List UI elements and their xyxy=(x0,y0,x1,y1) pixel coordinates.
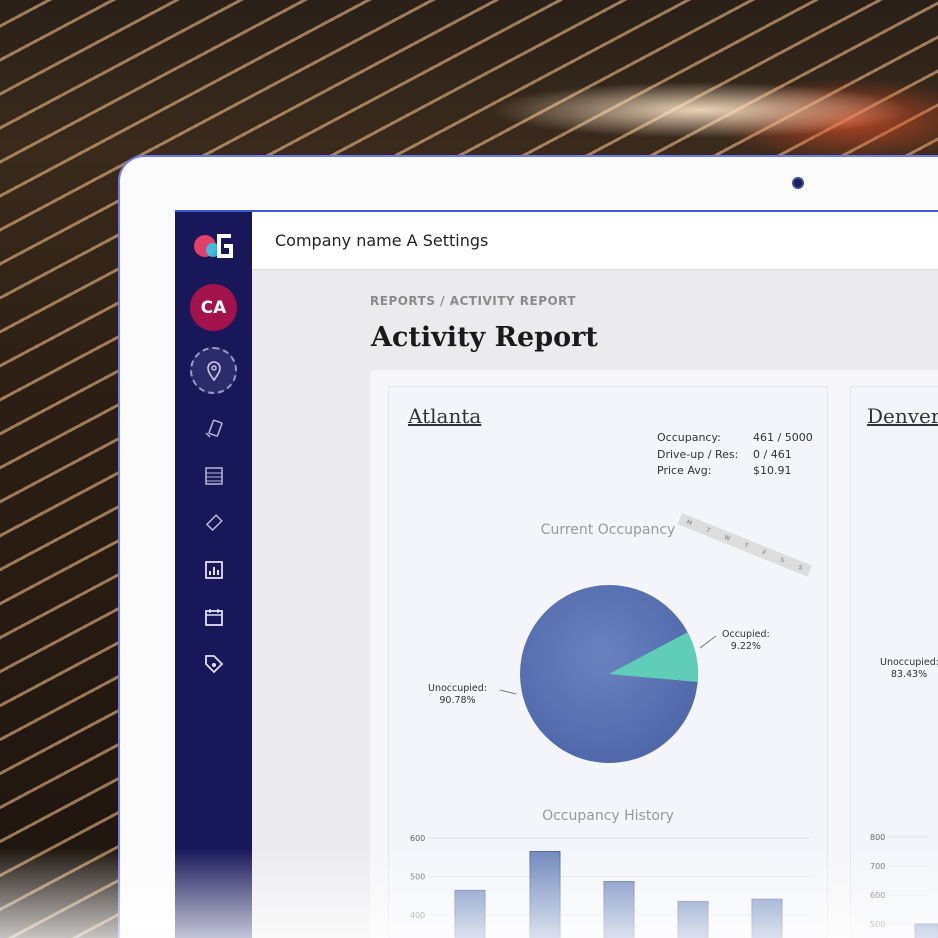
header-title: Company name A Settings xyxy=(275,231,489,250)
leader-line xyxy=(699,635,717,649)
pie-title: Current Occupancy xyxy=(540,522,676,538)
logo-icon xyxy=(194,234,233,258)
unoccupied-label-text: Unoccupied: xyxy=(880,657,938,668)
occupancy-pie xyxy=(500,585,717,763)
day-toggle[interactable]: F xyxy=(761,548,768,557)
day-toggle[interactable]: S xyxy=(779,556,786,564)
y-tick-label: 600 xyxy=(410,834,425,843)
location-button[interactable] xyxy=(190,347,237,394)
unoccupied-pct: 83.43% xyxy=(890,669,928,680)
day-toggle[interactable]: W xyxy=(723,533,732,543)
list-icon[interactable] xyxy=(203,465,225,487)
calendar-icon[interactable] xyxy=(203,606,225,628)
stat-label: Drive-up / Res: xyxy=(657,447,739,461)
denver-panel xyxy=(850,386,938,938)
occupied-label: Occupied: 9.22% xyxy=(722,629,770,653)
devices-icon[interactable] xyxy=(203,418,225,440)
sidebar: CA xyxy=(175,212,252,938)
stat-row: Price Avg: $10.91 xyxy=(657,463,813,480)
unoccupied-pct: 90.78% xyxy=(439,695,476,706)
atlanta-title[interactable]: Atlanta xyxy=(408,404,482,428)
stat-row: Occupancy: 461 / 5000 xyxy=(657,430,813,447)
tag-icon[interactable] xyxy=(203,653,225,675)
day-toggle[interactable]: T xyxy=(743,541,750,550)
stat-value: $10.91 xyxy=(753,464,792,477)
stat-label: Price Avg: xyxy=(657,464,712,477)
day-toggle[interactable]: S xyxy=(797,563,804,572)
pie-slice-occupied[interactable] xyxy=(609,632,698,683)
stat-row: Drive-up / Res: 0 / 461 xyxy=(657,447,813,464)
page-title: Activity Report xyxy=(371,322,598,353)
chart-icon[interactable] xyxy=(203,559,225,581)
bottom-fade xyxy=(0,848,938,938)
occupied-pct: 9.22% xyxy=(730,641,761,652)
unoccupied-label-text: Unoccupied: xyxy=(428,683,487,694)
stat-value: 0 / 461 xyxy=(753,447,792,461)
denver-title[interactable]: Denver xyxy=(867,404,938,428)
webcam xyxy=(792,177,804,189)
ticket-icon[interactable] xyxy=(203,512,225,534)
atlanta-stats: Occupancy: 461 / 5000 Drive-up / Res: 0 / … xyxy=(657,430,813,480)
occupied-label-text: Occupied: xyxy=(722,629,770,640)
stat-label: Occupancy: xyxy=(657,431,721,444)
app-header: Company name A Settings xyxy=(252,212,938,270)
stat-value: 461 / 5000 xyxy=(753,431,813,444)
denver-unoccupied-label: Unoccupied: 83.43% xyxy=(880,657,938,681)
breadcrumb[interactable]: REPORTS / ACTIVITY REPORT xyxy=(370,294,577,308)
history-title: Occupancy History xyxy=(542,808,674,824)
y-tick-label: 800 xyxy=(870,833,885,842)
location-pin-icon xyxy=(206,360,221,381)
leader-line xyxy=(500,689,517,695)
unoccupied-label: Unoccupied: 90.78% xyxy=(428,683,487,707)
avatar[interactable]: CA xyxy=(190,284,237,331)
